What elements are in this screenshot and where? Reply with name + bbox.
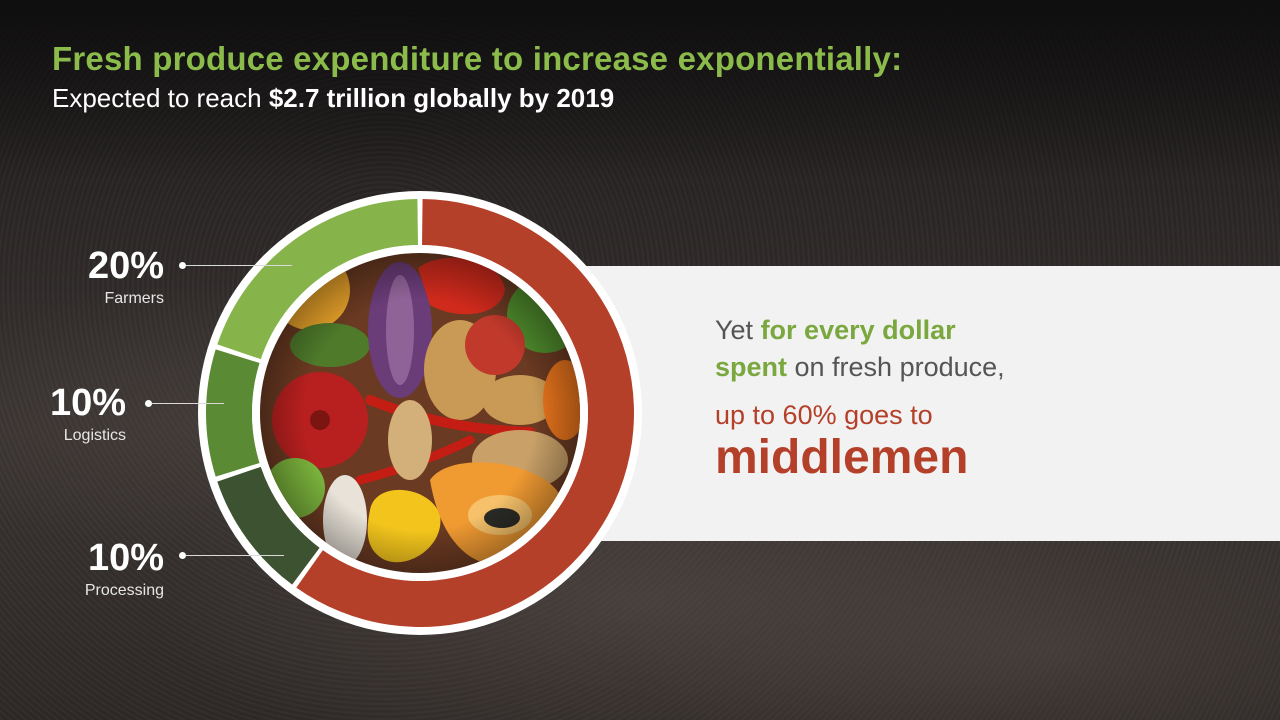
message-up-to: up to 60% goes to	[715, 400, 933, 430]
message-spent: spent	[715, 352, 788, 382]
subtitle-highlight: $2.7 trillion globally by 2019	[268, 83, 615, 113]
message-for-every-dollar: for every dollar	[760, 315, 956, 345]
farmers-label: Farmers	[104, 290, 164, 307]
label-logistics: 10% Logistics	[0, 383, 126, 445]
farmers-marker-line	[186, 265, 292, 266]
processing-marker-dot	[179, 552, 186, 559]
farmers-marker-dot	[179, 262, 186, 269]
logistics-marker-dot	[145, 400, 152, 407]
logistics-percent: 10%	[49, 382, 126, 424]
subtitle-prefix: Expected to reach	[52, 83, 269, 113]
slice-farmers	[217, 199, 418, 360]
message-panel	[520, 266, 1280, 541]
logistics-label: Logistics	[63, 427, 126, 444]
label-farmers: 20% Farmers	[40, 246, 164, 308]
page-title: Fresh produce expenditure to increase ex…	[52, 40, 903, 77]
slice-logistics	[206, 349, 260, 477]
message-text: Yet for every dollar spent on fresh prod…	[715, 312, 1235, 485]
donut-slices	[206, 199, 634, 627]
produce-image	[260, 253, 580, 573]
message-middlemen: middlemen	[715, 431, 969, 484]
message-yet: Yet	[715, 315, 761, 345]
processing-label: Processing	[84, 582, 164, 599]
slice-processing	[217, 466, 320, 585]
farmers-percent: 20%	[87, 245, 164, 287]
label-processing: 10% Processing	[40, 538, 164, 600]
slice-middlemen	[296, 199, 634, 627]
processing-marker-line	[186, 555, 284, 556]
logistics-marker-line	[152, 403, 224, 404]
page-subtitle: Expected to reach $2.7 trillion globally…	[52, 83, 614, 114]
processing-percent: 10%	[87, 537, 164, 579]
message-on-fresh-produce: on fresh produce,	[787, 352, 1005, 382]
